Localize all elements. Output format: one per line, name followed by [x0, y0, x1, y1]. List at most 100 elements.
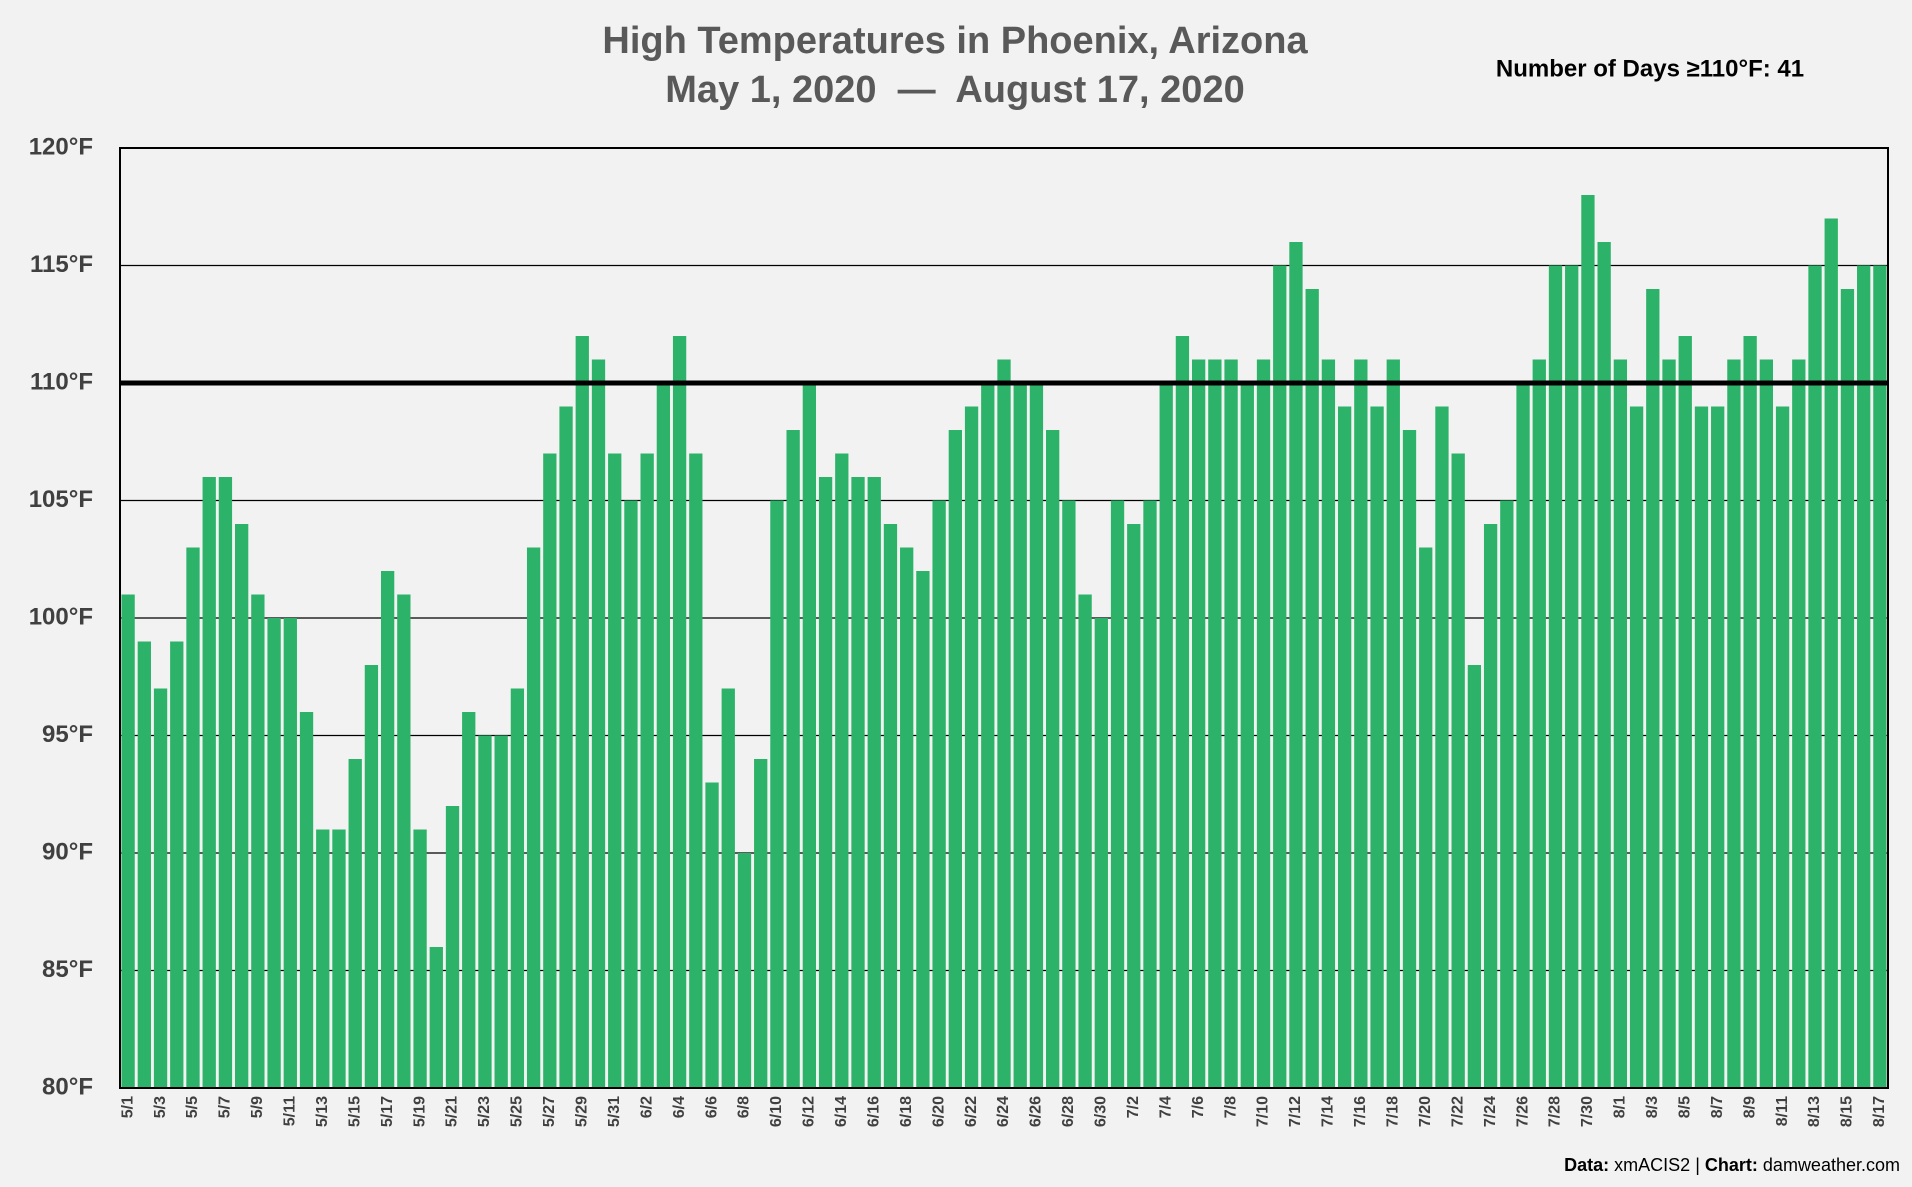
y-tick-label: 95°F: [42, 721, 93, 748]
bar: [1743, 336, 1757, 1088]
x-tick-label: 7/14: [1320, 1096, 1337, 1127]
bar: [1029, 383, 1044, 1088]
bar: [1094, 618, 1108, 1088]
bar: [202, 477, 216, 1088]
bar: [867, 477, 881, 1088]
x-tick-label: 6/12: [801, 1096, 818, 1127]
bar: [575, 336, 589, 1088]
x-tick-label: 7/22: [1449, 1096, 1466, 1127]
y-tick-label: 115°F: [30, 251, 93, 278]
bar: [510, 688, 525, 1088]
bar: [672, 336, 687, 1088]
x-tick-label: 7/16: [1352, 1096, 1369, 1127]
bar: [981, 383, 995, 1088]
bar: [802, 383, 817, 1088]
y-tick-label: 100°F: [29, 603, 93, 630]
bar: [1370, 406, 1384, 1088]
x-tick-label: 5/5: [184, 1096, 201, 1118]
x-tick-label: 5/29: [573, 1096, 590, 1127]
bar: [835, 453, 849, 1088]
bar: [1500, 500, 1514, 1088]
bar: [1224, 359, 1238, 1088]
x-tick-label: 7/24: [1482, 1096, 1499, 1127]
bar: [1110, 500, 1125, 1088]
bar: [964, 406, 979, 1088]
bar: [1516, 383, 1530, 1088]
x-tick-label: 6/22: [963, 1096, 980, 1127]
x-tick-label: 8/13: [1806, 1096, 1823, 1127]
bar: [1711, 406, 1725, 1088]
y-tick-label: 105°F: [29, 486, 93, 513]
bar: [559, 406, 573, 1088]
x-tick-label: 5/17: [379, 1096, 396, 1127]
bar: [397, 594, 411, 1088]
x-tick-label: 6/30: [1093, 1096, 1110, 1127]
footer: Data: xmACIS2 | Chart: damweather.com: [1564, 1155, 1900, 1175]
bar: [526, 547, 541, 1088]
bar: [1597, 242, 1611, 1088]
bar: [786, 430, 800, 1088]
bar: [543, 453, 557, 1088]
bar: [1256, 359, 1271, 1088]
x-tick-label: 7/28: [1547, 1096, 1564, 1127]
bar: [705, 782, 719, 1088]
bar: [413, 829, 427, 1088]
x-tick-label: 7/2: [1125, 1096, 1142, 1118]
bar: [380, 571, 395, 1088]
x-tick-label: 8/15: [1839, 1096, 1856, 1127]
bar: [640, 453, 654, 1088]
bar: [1208, 359, 1222, 1088]
x-tick-label: 7/4: [1157, 1096, 1174, 1118]
bar: [591, 359, 606, 1088]
bar: [462, 712, 476, 1088]
bar: [851, 477, 865, 1088]
x-tick-label: 7/26: [1514, 1096, 1531, 1127]
footer-credit: damweather.com: [1763, 1155, 1900, 1175]
x-tick-label: 7/20: [1417, 1096, 1434, 1127]
plot-frame: [119, 147, 1889, 1089]
bar: [478, 735, 492, 1088]
bar: [656, 383, 671, 1088]
bar: [1321, 359, 1336, 1088]
bar: [1678, 336, 1692, 1088]
bar: [1143, 500, 1157, 1088]
x-tick-label: 7/18: [1385, 1096, 1402, 1127]
x-tick-label: 6/24: [995, 1096, 1012, 1127]
x-tick-label: 8/1: [1612, 1096, 1629, 1118]
chart-subtitle: May 1, 2020 — August 17, 2020: [665, 69, 1244, 111]
y-tick-label: 90°F: [42, 838, 93, 865]
bar: [1419, 547, 1433, 1088]
bar: [1694, 406, 1709, 1088]
bar: [137, 641, 151, 1088]
bar: [1273, 265, 1287, 1088]
x-tick-label: 8/11: [1774, 1096, 1791, 1126]
bar: [770, 500, 784, 1088]
bar: [494, 735, 508, 1088]
x-tick-label: 6/14: [833, 1096, 850, 1127]
x-tick-label: 7/10: [1255, 1096, 1272, 1127]
bar: [1062, 500, 1076, 1088]
x-tick-label: 6/20: [930, 1096, 947, 1127]
bar: [1402, 430, 1417, 1088]
bar: [754, 759, 768, 1088]
x-tick-label: 5/15: [346, 1096, 363, 1127]
bar: [1175, 336, 1190, 1088]
footer-credit-label: Chart:: [1705, 1155, 1758, 1175]
bar: [1354, 359, 1368, 1088]
bar: [608, 453, 622, 1088]
x-tick-label: 5/9: [249, 1096, 266, 1118]
x-tick-label: 8/3: [1644, 1096, 1661, 1118]
bar: [1386, 359, 1400, 1088]
bar: [429, 947, 443, 1088]
bar: [689, 453, 703, 1088]
x-tick-label: 6/18: [898, 1096, 915, 1127]
bar: [997, 359, 1011, 1088]
bar: [1727, 359, 1741, 1088]
bar: [1240, 383, 1254, 1088]
bar: [1305, 289, 1319, 1088]
y-tick-label: 120°F: [29, 133, 93, 160]
y-tick-label: 110°F: [30, 368, 93, 395]
bar: [251, 594, 265, 1088]
bar: [332, 829, 346, 1088]
